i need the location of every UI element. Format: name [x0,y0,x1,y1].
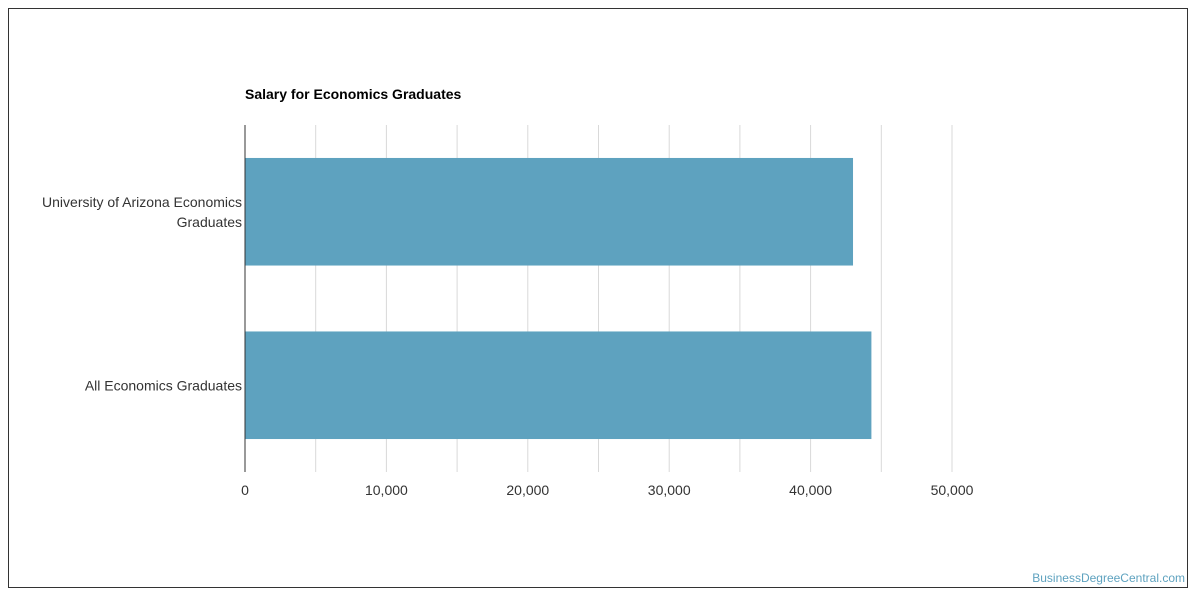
category-label: Graduates [177,214,242,230]
x-tick-label: 40,000 [789,482,832,498]
chart-title: Salary for Economics Graduates [245,86,462,102]
category-label: All Economics Graduates [85,377,242,393]
watermark: BusinessDegreeCentral.com [1032,571,1185,585]
x-tick-label: 0 [241,482,249,498]
bar [245,331,872,440]
category-label: University of Arizona Economics [42,194,242,210]
bars [245,157,872,440]
x-tick-label: 30,000 [648,482,691,498]
x-tick-labels: 0 10,000 20,000 30,000 40,000 50,000 [241,482,974,498]
x-tick-label: 20,000 [506,482,549,498]
x-tick-label: 10,000 [365,482,408,498]
bar [245,157,854,266]
x-tick-label: 50,000 [931,482,974,498]
category-labels: University of Arizona Economics Graduates… [42,194,242,394]
